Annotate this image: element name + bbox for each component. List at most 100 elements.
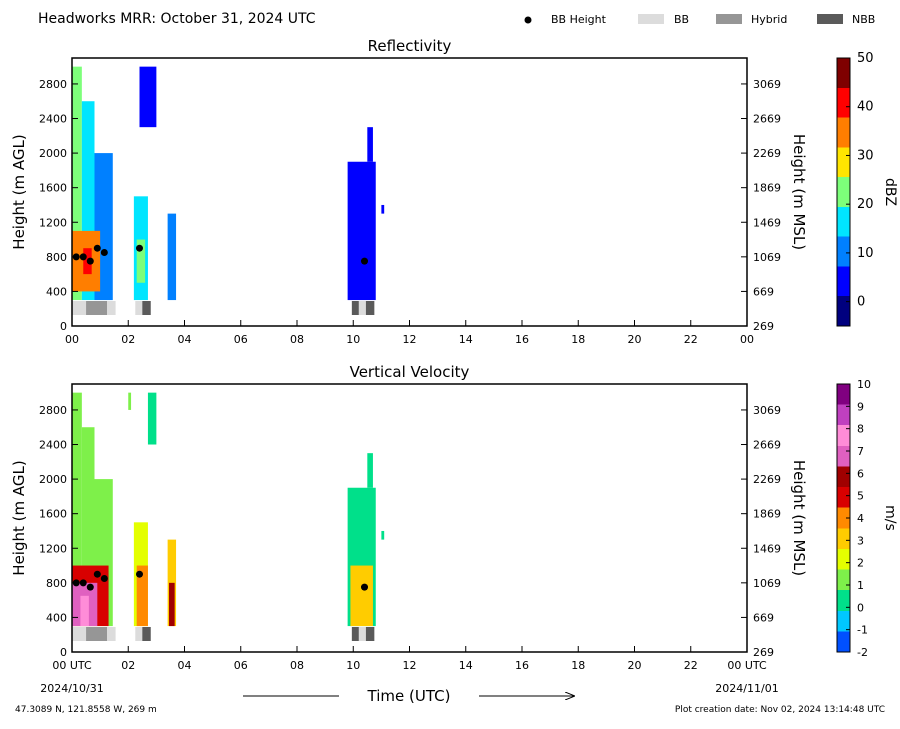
band-type-segment	[142, 301, 151, 315]
x-tick-label: 04	[178, 333, 192, 346]
y2-tick-label: 1869	[753, 182, 781, 195]
colorbar-tick-label: -1	[857, 624, 868, 637]
x-tick-label: 20	[628, 659, 642, 672]
echo-region	[72, 66, 82, 301]
y-tick-label: 0	[60, 320, 67, 333]
colorbar-tick-label: 8	[857, 423, 864, 436]
x-tick-label: 18	[571, 659, 585, 672]
band-type-segment	[72, 301, 87, 315]
y-tick-label: 2000	[39, 147, 67, 160]
band-type-segment	[351, 627, 359, 641]
x-tick-label: 00 UTC	[52, 659, 92, 672]
start-date-label: 2024/10/31	[40, 682, 103, 695]
end-date-label: 2024/11/01	[715, 682, 778, 695]
y-tick-label: 1600	[39, 182, 67, 195]
legend-hybrid-swatch	[716, 14, 742, 24]
y-tick-label: 800	[46, 251, 67, 264]
x-tick-label: 06	[234, 659, 248, 672]
y2-tick-label: 3069	[753, 404, 781, 417]
echo-region	[381, 204, 385, 214]
echo-core-region	[80, 595, 89, 627]
y-tick-label: 1600	[39, 508, 67, 521]
band-type-segment	[142, 627, 151, 641]
band-type-segment	[107, 301, 116, 315]
band-type-segment	[365, 301, 375, 315]
colorbar-tick-label: 10	[857, 378, 871, 391]
legend-bb-height-marker	[524, 16, 532, 24]
band-type-segment	[107, 627, 116, 641]
colorbar	[836, 57, 851, 327]
echo-core-region	[136, 565, 148, 627]
y2-tick-label: 669	[753, 611, 774, 624]
bb-height-point	[86, 257, 94, 265]
echo-core-region	[169, 582, 175, 627]
x-tick-label: 14	[459, 333, 473, 346]
echo-region	[367, 453, 373, 488]
y2-tick-label: 1469	[753, 216, 781, 229]
x-tick-label: 10	[346, 659, 360, 672]
bb-height-point	[79, 579, 87, 587]
colorbar-tick-label: 2	[857, 557, 864, 570]
location-label: 47.3089 N, 121.8558 W, 269 m	[15, 705, 157, 715]
x-tick-label: 12	[403, 659, 417, 672]
y2-tick-label: 669	[753, 285, 774, 298]
x-tick-label: 06	[234, 333, 248, 346]
y2-tick-label: 1869	[753, 508, 781, 521]
y-tick-label: 2000	[39, 473, 67, 486]
y2-tick-label: 2669	[753, 439, 781, 452]
band-type-segment	[135, 301, 143, 315]
echo-region	[128, 392, 132, 410]
colorbar-label: dBZ	[882, 178, 898, 206]
colorbar-tick-label: 5	[857, 490, 864, 503]
x-tick-label: 08	[290, 659, 304, 672]
x-tick-label: 18	[571, 333, 585, 346]
y2-tick-label: 1469	[753, 542, 781, 555]
echo-region	[381, 530, 385, 540]
bb-height-point	[79, 253, 87, 261]
x-tick-label: 10	[346, 333, 360, 346]
echo-region	[147, 392, 157, 445]
band-type-segment	[358, 627, 366, 641]
band-type-segment	[86, 627, 108, 641]
echo-region	[167, 213, 177, 301]
y-tick-label: 2400	[39, 113, 67, 126]
bb-height-point	[136, 570, 143, 578]
legend-nbb-label: NBB	[852, 13, 875, 26]
band-type-segment	[135, 627, 143, 641]
bb-height-point	[136, 244, 143, 252]
colorbar-tick-label: 0	[857, 601, 864, 614]
y-tick-label: 400	[46, 285, 67, 298]
x-tick-label: 12	[403, 333, 417, 346]
legend-bb-swatch	[638, 14, 664, 24]
y2-tick-label: 269	[753, 320, 774, 333]
y2-axis-label: Height (m MSL)	[790, 460, 808, 576]
y-tick-label: 400	[46, 611, 67, 624]
band-type-segment	[365, 627, 375, 641]
band-type-segment	[358, 301, 366, 315]
colorbar-tick-label: 3	[857, 534, 864, 547]
bb-height-point	[100, 575, 108, 583]
x-tick-label: 00	[65, 333, 79, 346]
bb-height-point	[93, 570, 101, 578]
y-axis-label: Height (m AGL)	[10, 134, 28, 249]
echo-region	[347, 161, 376, 301]
legend-hybrid-label: Hybrid	[751, 13, 787, 26]
x-tick-label: 08	[290, 333, 304, 346]
echo-region	[72, 392, 82, 627]
reflectivity-panel: Reflectivity0400800120016002000240028002…	[10, 37, 898, 346]
echo-core-region	[350, 565, 373, 627]
colorbar-tick-label: 30	[857, 148, 874, 163]
colorbar-tick-label: -2	[857, 646, 868, 659]
echo-core-region	[136, 239, 146, 283]
y-axis-label: Height (m AGL)	[10, 460, 28, 575]
colorbar-tick-label: 0	[857, 295, 865, 310]
colorbar-tick-label: 9	[857, 400, 864, 413]
y-tick-label: 0	[60, 646, 67, 659]
band-type-segment	[351, 301, 359, 315]
colorbar-tick-label: 4	[857, 512, 864, 525]
colorbar-tick-label: 6	[857, 467, 864, 480]
legend-bb-height-label: BB Height	[551, 13, 607, 26]
colorbar-tick-label: 7	[857, 445, 864, 458]
